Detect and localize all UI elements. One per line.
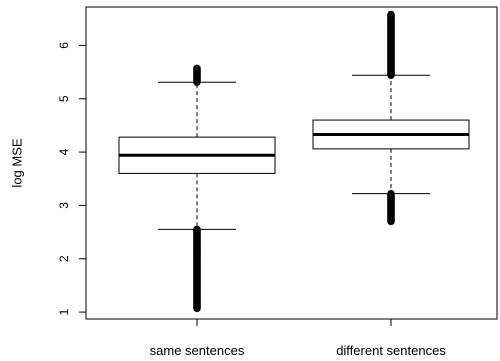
plot-frame — [85, 6, 498, 320]
x-tick-label: same sentences — [150, 343, 245, 358]
y-tick-label: 3 — [57, 202, 71, 209]
outlier-point — [193, 78, 201, 86]
y-tick-label: 6 — [57, 42, 71, 49]
box-1 — [312, 10, 470, 226]
outlier-point — [387, 217, 395, 226]
y-tick-label: 4 — [57, 148, 71, 155]
outlier-point — [387, 71, 395, 80]
x-axis: same sentences different sentences — [150, 319, 446, 358]
boxes — [118, 10, 470, 313]
y-tick-label: 1 — [57, 308, 71, 315]
x-tick-label: different sentences — [336, 343, 446, 358]
y-axis: 1 2 3 4 5 6 — [57, 42, 86, 315]
box-0 — [118, 64, 276, 313]
outlier-point — [193, 304, 201, 313]
y-tick-label: 2 — [57, 255, 71, 262]
y-axis-title: log MSE — [10, 138, 25, 187]
y-tick-label: 5 — [57, 95, 71, 102]
